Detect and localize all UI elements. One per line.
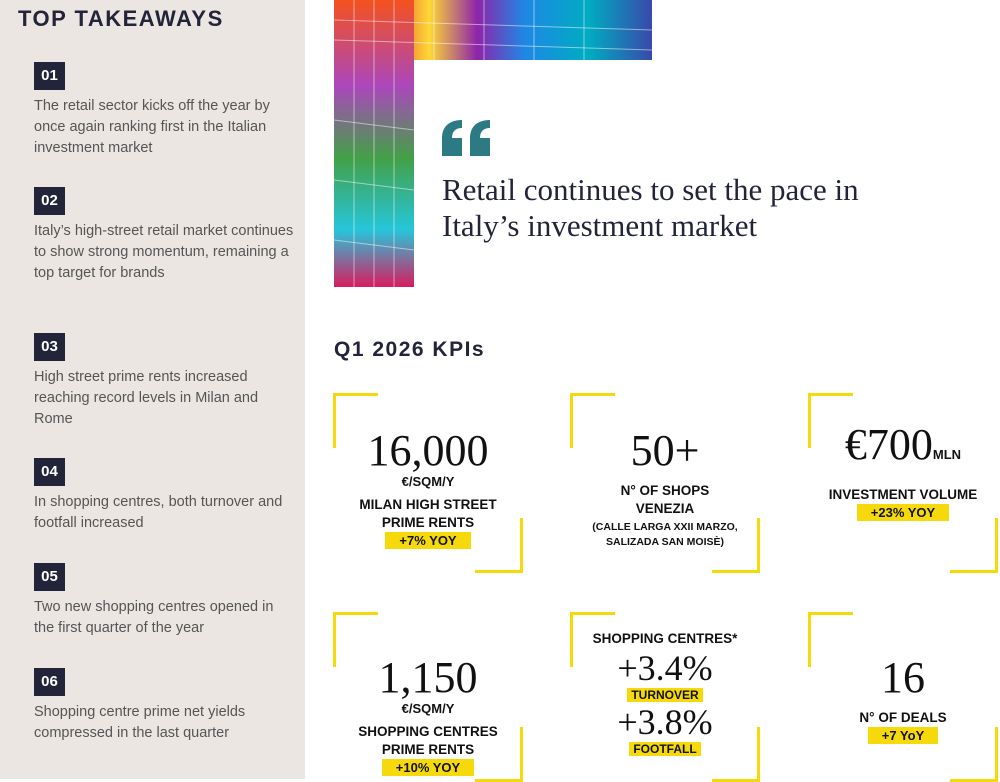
corner: [950, 570, 998, 573]
item-text: High street prime rents increased reachi…: [34, 369, 259, 427]
corner: [808, 393, 853, 396]
kpi-value: +3.8%: [617, 702, 713, 742]
item-text: In shopping centres, both turnover and f…: [34, 494, 283, 531]
kpi-label: INVESTMENT VOLUME: [828, 487, 978, 502]
corner: [333, 612, 378, 615]
kpi-suffix: MLN: [932, 447, 962, 462]
kpi-value-row: 16: [808, 655, 998, 701]
corner: [475, 570, 523, 573]
item-number: 06: [34, 668, 65, 696]
item-text: Italy’s high-street retail market contin…: [34, 223, 294, 281]
kpi-badge: +23% YOY: [856, 504, 950, 521]
badge-row: FOOTFALL: [570, 740, 760, 758]
quote-mark: [442, 120, 490, 156]
corner: [520, 727, 523, 782]
kpi-value: +3.4%: [617, 648, 713, 688]
kpi-badge: +7 YoY: [867, 727, 939, 744]
corner: [995, 518, 998, 573]
item-number: 02: [34, 187, 65, 215]
kpi-card: €700MLN INVESTMENT VOLUME +23% YOY: [808, 422, 998, 522]
kpi-value: 1,150: [378, 653, 478, 702]
kpi-label: N° OF DEALS: [859, 710, 947, 725]
kpi-unit: €/SQM/Y: [401, 701, 455, 716]
kpi-note: (CALLE LARGA XXII MARZO, SALIZADA SAN MO…: [592, 521, 738, 548]
corner: [333, 393, 378, 396]
corner: [808, 612, 853, 615]
badge-row: TURNOVER: [570, 686, 760, 704]
kpi-card: 16 N° OF DEALS +7 YoY: [808, 655, 998, 745]
kpi-value: 16,000: [367, 426, 489, 475]
kpi-value-row: 50+: [570, 428, 760, 474]
item-number: 01: [34, 62, 65, 90]
corner: [570, 393, 573, 448]
kpi-badge: FOOTFALL: [629, 742, 701, 756]
sidebar: TOP TAKEAWAYS 01 The retail sector kicks …: [0, 0, 305, 779]
kpi-label: MILAN HIGH STREET PRIME RENTS: [359, 497, 497, 530]
item-number: 03: [34, 333, 65, 361]
corner: [570, 612, 615, 615]
corner: [757, 727, 760, 782]
badge-row: +10% YOY: [333, 759, 523, 777]
kpi-card: 16,000 €/SQM/Y MILAN HIGH STREET PRIME REN…: [333, 428, 523, 550]
kpi-badge: +10% YOY: [381, 759, 475, 776]
kpi-badge: TURNOVER: [627, 688, 703, 702]
corner: [808, 612, 811, 667]
corner: [995, 727, 998, 782]
item-text: Two new shopping centres opened in the f…: [34, 599, 274, 636]
kpi-label: N° OF SHOPS VENEZIA: [620, 483, 710, 516]
kpi-card: SHOPPING CENTRES* +3.4% TURNOVER +3.8% FOOTF…: [570, 630, 760, 758]
kpi-unit: €/SQM/Y: [401, 474, 455, 489]
sidebar-title: TOP TAKEAWAYS: [18, 6, 224, 31]
badge-row: +7% YOY: [333, 532, 523, 550]
kpi-value-row: €700MLN: [808, 422, 998, 478]
item-number: 04: [34, 458, 65, 486]
corner: [333, 612, 336, 667]
kpi-value: €700: [844, 420, 933, 469]
kpi-value-row: 1,150: [333, 655, 523, 701]
kpi-title: Q1 2026 KPIs: [334, 338, 486, 361]
kpi-badge: +7% YOY: [385, 532, 471, 549]
item-text: The retail sector kicks off the year by …: [34, 98, 270, 156]
corner: [712, 570, 760, 573]
kpi-card: 50+ N° OF SHOPS VENEZIA (CALLE LARGA XXII …: [570, 428, 760, 550]
corner: [520, 518, 523, 573]
kpi-value: 16: [881, 653, 925, 702]
kpi-label: SHOPPING CENTRES PRIME RENTS: [358, 724, 498, 757]
kpi-value: 50+: [630, 426, 700, 475]
kpi-card: 1,150 €/SQM/Y SHOPPING CENTRES PRIME RENTS…: [333, 655, 523, 777]
item-text: Shopping centre prime net yields compres…: [34, 704, 246, 741]
corner: [570, 393, 615, 396]
corner: [808, 393, 811, 448]
corner: [570, 612, 573, 667]
badge-row: +7 YoY: [808, 727, 998, 745]
corner: [757, 518, 760, 573]
badge-row: +23% YOY: [808, 504, 998, 522]
corner: [333, 393, 336, 448]
hero-image: [334, 0, 653, 287]
kpi-value-row: 16,000: [333, 428, 523, 474]
kpi-header: SHOPPING CENTRES*: [592, 631, 738, 646]
quote-text: Retail continues to set the pace in Ital…: [442, 172, 859, 243]
item-number: 05: [34, 563, 65, 591]
